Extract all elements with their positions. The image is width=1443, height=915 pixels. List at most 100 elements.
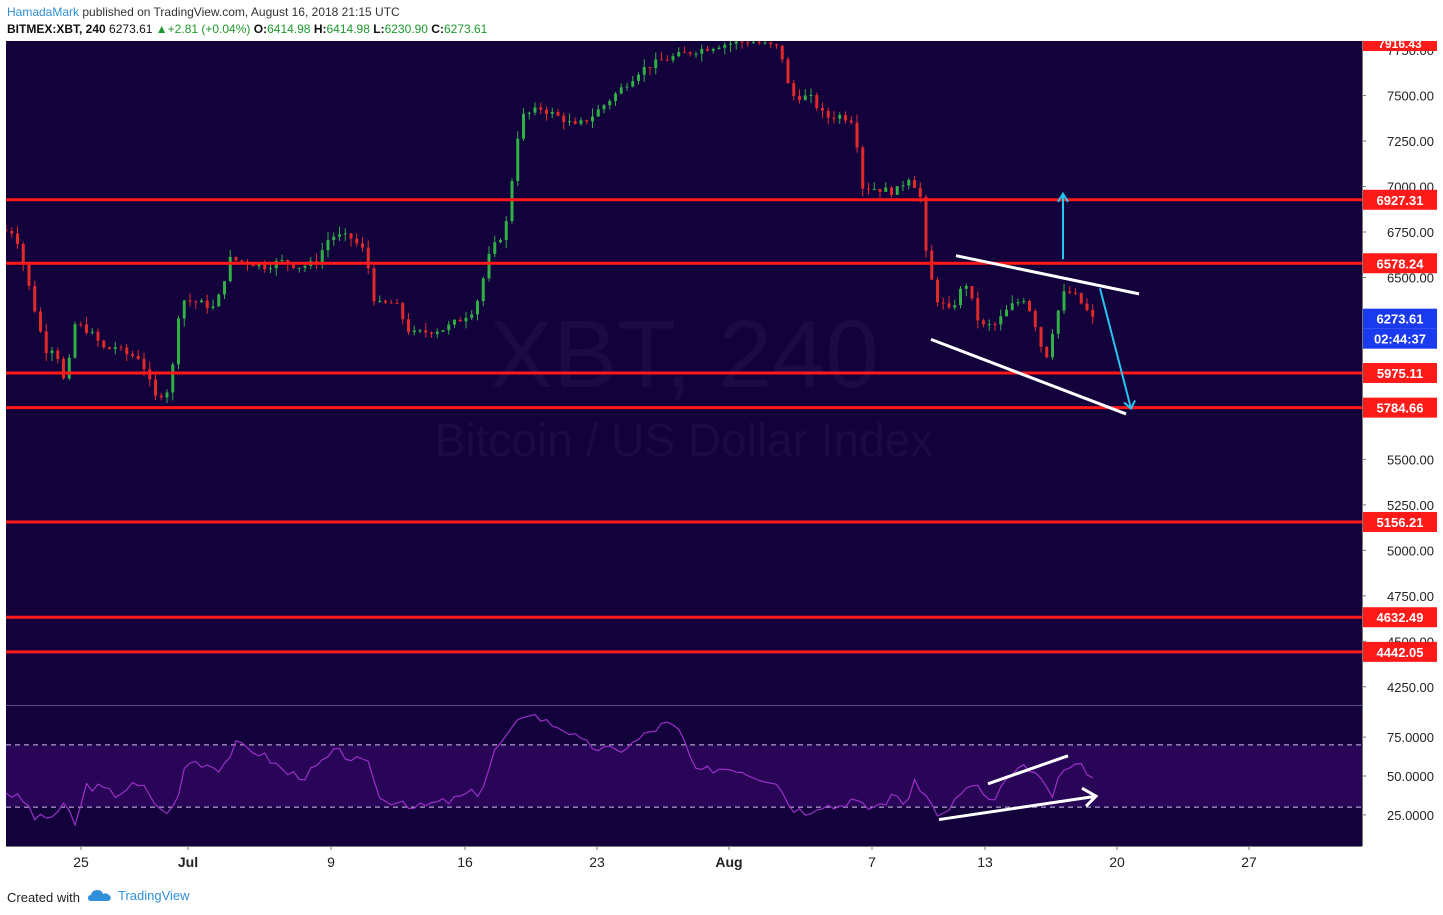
candle-down: [878, 188, 882, 192]
candle-down: [10, 230, 14, 234]
tradingview-brand[interactable]: TradingView: [88, 888, 190, 903]
candle-up: [568, 121, 571, 123]
candle-up: [729, 43, 732, 45]
level-tag-bg: [1363, 362, 1437, 383]
price-chart[interactable]: XBT, 240 Bitcoin / US Dollar Index 7750.…: [4, 34, 1442, 879]
candle-up: [872, 188, 876, 190]
candle-up: [280, 260, 284, 262]
open-value: 6414.98: [267, 22, 311, 36]
candle-down: [976, 298, 980, 321]
author-link[interactable]: HamadaMark: [7, 5, 80, 19]
level-tag: 5156.21: [1377, 515, 1424, 530]
candle-up: [884, 187, 888, 192]
candle-down: [349, 233, 353, 239]
candle-down: [407, 319, 410, 333]
candle-up: [476, 301, 479, 315]
low-label: L:: [373, 22, 385, 36]
candle-down: [539, 107, 543, 110]
candle-up: [228, 256, 232, 282]
price-tick-label: 4250.00: [1387, 680, 1434, 695]
candle-down: [792, 83, 796, 96]
symbol-line: BITMEX:XBT, 240 6273.61 ▲+2.81 (+0.04%) …: [7, 22, 487, 36]
candle-down: [395, 303, 399, 305]
candle-up: [487, 253, 491, 279]
candle-up: [338, 234, 341, 237]
candle-up: [257, 264, 261, 267]
candle-up: [723, 44, 727, 48]
candle-up: [671, 56, 675, 61]
footer: Created with TradingView: [0, 879, 1443, 915]
candle-down: [4, 230, 8, 232]
candle-down: [16, 233, 19, 245]
candle-up: [441, 330, 445, 332]
candle-down: [849, 120, 853, 123]
candle-up: [527, 112, 531, 114]
rsi-divergence-arrowhead-icon: [1081, 786, 1099, 808]
candle-up: [516, 138, 520, 182]
candle-down: [85, 324, 88, 333]
candle-down: [1028, 300, 1031, 311]
candle-down: [39, 311, 42, 332]
chart-area[interactable]: XBT, 240 Bitcoin / US Dollar Index 7750.…: [4, 34, 1442, 879]
candle-down: [660, 59, 663, 61]
rsi-tick-label: 75.0000: [1387, 730, 1434, 745]
candle-down: [855, 122, 859, 148]
candle-down: [366, 247, 370, 269]
candle-down: [936, 279, 939, 303]
candle-up: [953, 305, 957, 308]
low-value: 6230.90: [384, 22, 428, 36]
candle-up: [1051, 333, 1054, 358]
candle-up: [447, 324, 451, 331]
candle-up: [642, 67, 646, 75]
candle-down: [251, 264, 255, 267]
level-tag: 6927.31: [1377, 193, 1424, 208]
candle-up: [614, 93, 617, 102]
candle-down: [1068, 291, 1072, 293]
price-axis[interactable]: [1362, 41, 1442, 879]
price-tick-label: 6500.00: [1387, 270, 1434, 285]
last-price-tag-bg: [1363, 308, 1437, 329]
candle-down: [970, 285, 974, 299]
candle-down: [688, 52, 692, 54]
candle-up: [838, 114, 842, 119]
top-tag-label: 7916.43: [1378, 41, 1422, 51]
candle-up: [332, 236, 336, 241]
candle-up: [435, 331, 439, 334]
price-tick-label: 7500.00: [1387, 89, 1434, 104]
candle-up: [694, 53, 698, 55]
symbol-label[interactable]: BITMEX:XBT, 240: [7, 22, 106, 36]
watermark-name: Bitcoin / US Dollar Index: [435, 414, 934, 466]
candle-down: [746, 42, 750, 44]
candle-down: [263, 264, 267, 270]
last-price-tag: 6273.61: [1377, 312, 1424, 327]
candle-up: [999, 316, 1003, 325]
candle-down: [775, 44, 778, 46]
level-tag-bg: [1363, 607, 1437, 628]
rsi-tick-label: 50.0000: [1387, 769, 1434, 784]
candle-up: [631, 80, 635, 87]
countdown-label: 02:44:37: [1374, 332, 1426, 347]
candle-down: [930, 250, 934, 280]
time-tick-label: 7: [868, 854, 876, 870]
level-tag: 4632.49: [1377, 610, 1424, 625]
candle-down: [545, 109, 548, 114]
candle-down: [798, 95, 801, 100]
candle-up: [907, 180, 911, 186]
price-tick-label: 5000.00: [1387, 543, 1434, 558]
candle-down: [384, 300, 387, 303]
candle-up: [752, 42, 755, 44]
candle-up: [223, 281, 226, 295]
candle-down: [44, 331, 48, 354]
high-label: H:: [313, 22, 327, 36]
candle-down: [982, 320, 985, 325]
candle-up: [964, 285, 968, 289]
candle-down: [1039, 327, 1043, 347]
price-tags: 7916.43 6927.31 6578.24 5975.11 5784.66 5156.…: [1363, 37, 1437, 662]
time-axis[interactable]: [6, 846, 1362, 879]
candle-down: [867, 188, 870, 190]
channel-lower-line: [930, 337, 1127, 416]
candle-up: [550, 111, 554, 114]
candle-up: [901, 185, 905, 187]
candle-down: [372, 268, 376, 302]
candle-up: [734, 41, 738, 44]
